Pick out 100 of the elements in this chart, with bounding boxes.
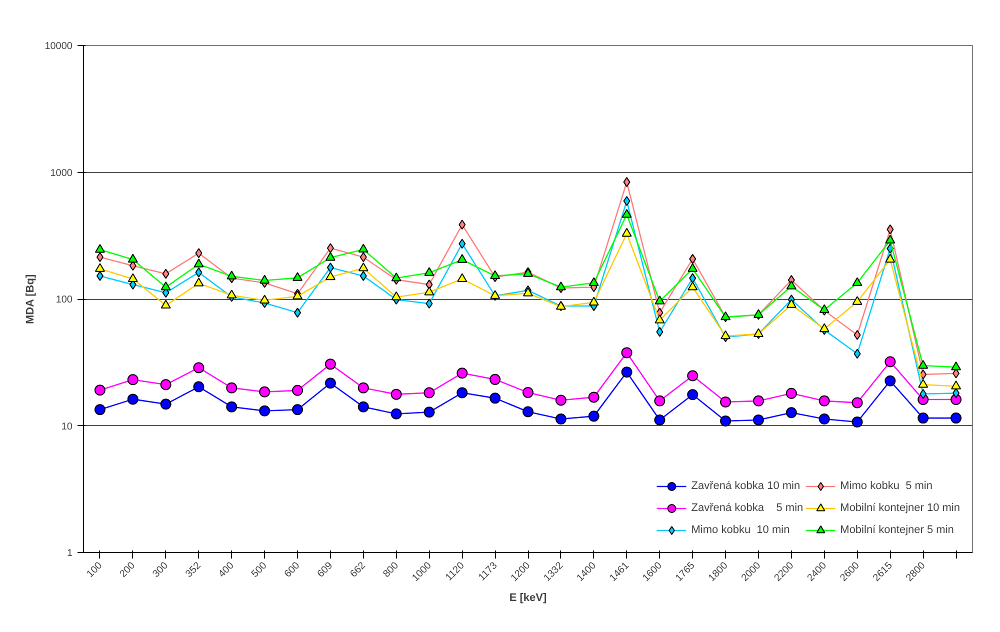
point bbox=[588, 277, 599, 286]
point bbox=[292, 404, 304, 416]
point bbox=[951, 361, 962, 370]
point bbox=[687, 389, 698, 400]
point bbox=[818, 395, 830, 406]
x-tick-label: 800 bbox=[381, 560, 402, 580]
point bbox=[490, 392, 501, 404]
point bbox=[324, 378, 336, 389]
point bbox=[654, 296, 665, 304]
point bbox=[390, 388, 402, 400]
point bbox=[884, 375, 896, 386]
point bbox=[195, 267, 202, 278]
point bbox=[160, 398, 172, 410]
y-tick-label: 10000 bbox=[44, 41, 73, 52]
point bbox=[687, 370, 698, 382]
point bbox=[326, 262, 334, 273]
point bbox=[194, 258, 204, 268]
point bbox=[688, 263, 698, 272]
point bbox=[193, 362, 204, 374]
point bbox=[195, 248, 202, 258]
point bbox=[752, 395, 764, 406]
point bbox=[918, 360, 928, 369]
point bbox=[456, 387, 468, 398]
point bbox=[522, 406, 534, 418]
point bbox=[96, 252, 104, 262]
point bbox=[720, 416, 732, 426]
y-tick-label: 1 bbox=[66, 548, 73, 559]
point bbox=[94, 404, 106, 416]
point bbox=[819, 304, 830, 314]
point bbox=[621, 347, 632, 358]
point bbox=[292, 384, 304, 396]
point bbox=[226, 401, 238, 412]
point bbox=[588, 392, 600, 403]
point bbox=[360, 270, 367, 281]
point bbox=[94, 244, 105, 253]
point bbox=[162, 268, 170, 279]
point bbox=[391, 272, 402, 282]
x-tick-label: 200 bbox=[118, 560, 138, 580]
legend-label: Mimo kobku 10 min bbox=[691, 523, 790, 538]
point bbox=[490, 270, 500, 280]
point bbox=[457, 254, 468, 263]
point bbox=[326, 243, 334, 254]
point bbox=[920, 389, 927, 400]
x-tick-label: 500 bbox=[250, 560, 270, 580]
point bbox=[852, 397, 863, 408]
point bbox=[689, 254, 696, 264]
point bbox=[96, 270, 104, 281]
point bbox=[623, 196, 630, 206]
legend-label: Mobilní kontejner 10 min bbox=[840, 501, 960, 516]
x-axis-title: E [keV] bbox=[509, 592, 547, 604]
y-tick-label: 10 bbox=[61, 421, 73, 432]
point bbox=[294, 308, 302, 318]
x-tick-label: 300 bbox=[150, 560, 171, 580]
point bbox=[854, 330, 861, 340]
legend-label: Zavřená kobka 5 min bbox=[691, 501, 804, 516]
legend-label: Mimo kobku 5 min bbox=[840, 479, 932, 494]
x-tick-label: 400 bbox=[216, 560, 237, 580]
point bbox=[127, 394, 138, 405]
point bbox=[226, 270, 237, 280]
point bbox=[260, 274, 270, 284]
legend-label: Zavřená kobka 10 min bbox=[691, 479, 800, 494]
point bbox=[324, 358, 336, 370]
point bbox=[555, 394, 566, 406]
point bbox=[358, 382, 369, 394]
x-tick-label: 352 bbox=[184, 560, 204, 580]
point bbox=[786, 388, 797, 399]
point bbox=[623, 177, 630, 188]
point bbox=[424, 387, 435, 398]
point bbox=[588, 410, 600, 422]
point bbox=[259, 386, 270, 398]
point bbox=[689, 273, 696, 284]
x-tick-label: 100 bbox=[84, 560, 105, 580]
point bbox=[358, 401, 369, 412]
x-tick-label: 662 bbox=[348, 560, 368, 580]
point bbox=[654, 414, 666, 426]
x-tick-label: 600 bbox=[282, 560, 302, 580]
x-tick-label: 609 bbox=[315, 560, 336, 580]
point bbox=[852, 416, 863, 428]
point bbox=[918, 412, 929, 424]
y-tick-label: 1000 bbox=[50, 168, 73, 179]
point bbox=[885, 234, 896, 244]
point bbox=[555, 414, 566, 425]
point bbox=[854, 348, 861, 359]
point bbox=[621, 366, 632, 378]
point bbox=[654, 395, 666, 406]
point bbox=[424, 406, 435, 418]
point bbox=[292, 272, 303, 281]
point bbox=[490, 374, 501, 385]
point bbox=[424, 267, 434, 276]
point bbox=[390, 408, 402, 420]
point bbox=[456, 368, 468, 379]
point bbox=[160, 379, 172, 390]
point bbox=[622, 208, 632, 218]
point bbox=[226, 382, 238, 394]
point bbox=[556, 281, 566, 290]
point bbox=[884, 356, 896, 368]
point bbox=[458, 220, 466, 230]
point bbox=[950, 412, 962, 424]
point bbox=[193, 381, 204, 392]
point bbox=[360, 252, 367, 262]
